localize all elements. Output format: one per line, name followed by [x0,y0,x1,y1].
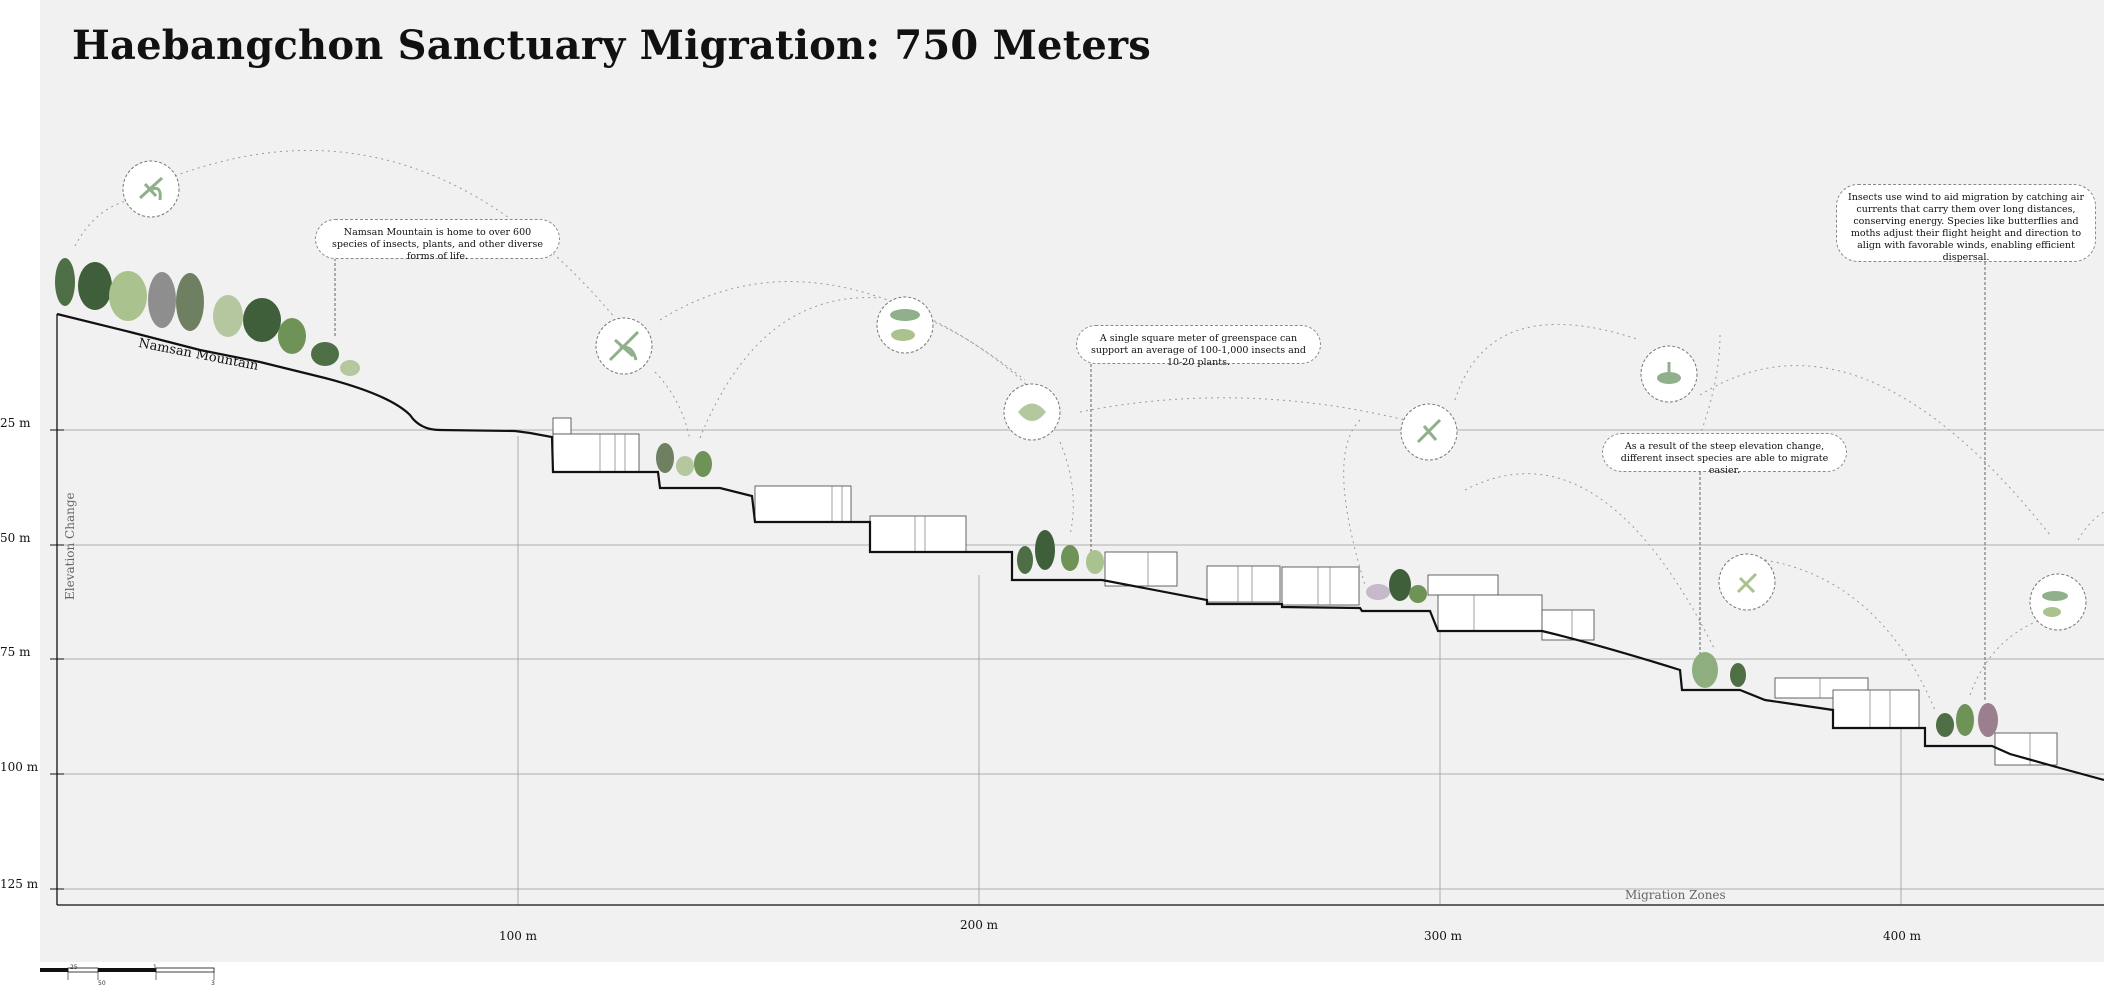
insect-icon [1018,403,1046,421]
x-axis-title: Migration Zones [1625,888,1726,902]
flight-path [654,371,691,441]
insect-vignettes [122,160,2087,631]
scale-label: 3 [211,980,215,987]
y-tick-label-100: 100 m [0,760,39,774]
flight-path [1079,397,1406,421]
insect-vignette [2029,573,2087,631]
tick-marks [50,429,64,890]
y-tick-label-125: 125 m [0,877,39,891]
y-tick-label-75: 75 m [0,645,31,659]
building [1427,574,1499,596]
flight-path [699,297,881,439]
x-tick-label-100: 100 m [498,929,538,943]
building [552,417,572,435]
flight-path [1343,419,1366,586]
insect-icon [890,309,920,321]
note-wind: Insects use wind to aid migration by cat… [1836,184,2096,263]
scale-label: 1 [153,964,157,971]
insect-vignette [1640,345,1698,403]
elevation-gridlines [50,429,2104,890]
flight-path [1059,441,1074,536]
y-tick-label-50: 50 m [0,531,31,545]
insect-icon [2042,591,2068,601]
insect-icon [1657,372,1681,384]
note-namsan: Namsan Mountain is home to over 600 spec… [315,219,560,262]
flight-path [1464,473,1716,651]
building [1206,565,1281,603]
tree-cluster [656,443,712,477]
scale-bar: 25 1 50 3 [40,964,220,993]
insect-icon [891,329,915,341]
insect-icon [2043,607,2061,617]
tree-cluster [1017,530,1104,574]
insect-icon [1736,572,1758,594]
flight-path [2077,511,2104,541]
y-axis-title: Elevation Change [63,492,77,600]
flight-path [1969,619,2041,696]
scale-label: 25 [70,964,78,971]
flight-path [929,319,1031,389]
namsan-forest [55,258,360,376]
building [1104,551,1178,587]
building [1281,566,1360,606]
flight-path [1699,365,2051,536]
insect-icon [1416,418,1442,444]
x-tick-label-200: 200 m [959,918,999,932]
vegetation [55,258,1998,737]
site-section-drawing [50,149,2104,906]
flight-path [74,199,131,247]
insect-vignette [122,160,180,218]
insect-vignette [1003,383,1061,441]
note-elevation: As a result of the steep elevation chang… [1602,433,1847,476]
building [1541,609,1595,641]
flight-path [1454,323,1641,401]
flight-path [659,281,1026,381]
note-greenspace: A single square meter of greenspace can … [1076,325,1321,368]
insect-vignette [595,317,653,375]
building [552,433,640,473]
building-details [599,434,2031,765]
diagram-background [40,0,2104,962]
insect-icon [608,330,640,362]
note-leaders [334,258,1986,702]
insect-icon [138,176,164,201]
insect-vignette [1718,553,1776,611]
scale-bar-graphic [40,967,215,980]
axes [56,314,2104,906]
page-title: Haebangchon Sanctuary Migration: 750 Met… [72,22,1152,69]
tree-cluster [1366,569,1427,603]
scale-label: 50 [98,980,106,987]
x-tick-label-300: 300 m [1423,929,1463,943]
flight-path [1699,334,1721,436]
x-tick-label-400: 400 m [1882,929,1922,943]
building [1994,732,2058,766]
tree-cluster [1936,703,1998,737]
tree-cluster [1692,652,1746,688]
building [1832,689,1920,729]
terrain-profile [56,312,2104,782]
building [869,515,967,553]
insect-vignette [1400,403,1458,461]
buildings [552,417,2058,766]
building [1437,594,1543,632]
insect-flight-paths [74,149,2104,711]
insect-vignette [876,296,934,354]
zone-gridlines [517,436,1902,905]
y-tick-label-25: 25 m [0,416,31,430]
building [754,485,852,523]
